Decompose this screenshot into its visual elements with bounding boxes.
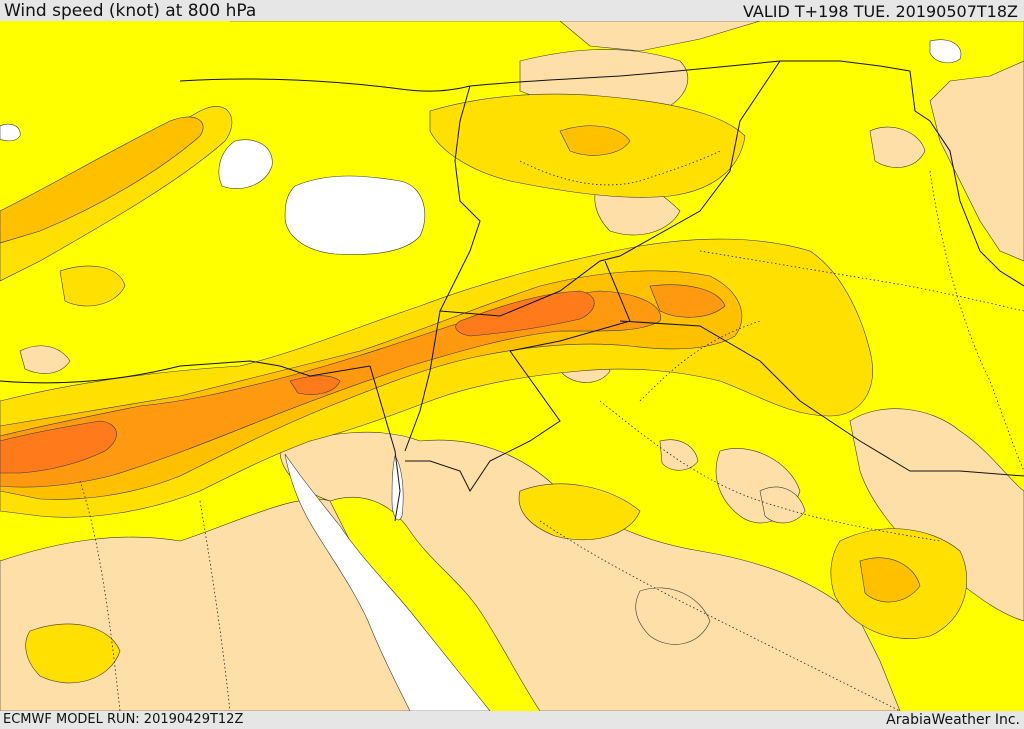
wind-speed-map	[0, 21, 1024, 711]
max-wind-regions	[0, 290, 595, 474]
brand-credit: ArabiaWeather Inc.	[886, 712, 1020, 728]
model-run: ECMWF MODEL RUN: 20190429T12Z	[3, 712, 244, 727]
water-bodies	[0, 39, 962, 711]
chart-footer: ECMWF MODEL RUN: 20190429T12Z ArabiaWeat…	[0, 711, 1024, 729]
map-canvas	[0, 21, 1024, 711]
political-borders	[0, 60, 1024, 522]
valid-time: VALID T+198 TUE. 20190507T18Z	[742, 2, 1018, 21]
chart-title: Wind speed (knot) at 800 hPa	[4, 1, 257, 21]
chart-header: Wind speed (knot) at 800 hPa VALID T+198…	[0, 0, 1024, 21]
internal-boundaries	[79, 150, 1024, 711]
